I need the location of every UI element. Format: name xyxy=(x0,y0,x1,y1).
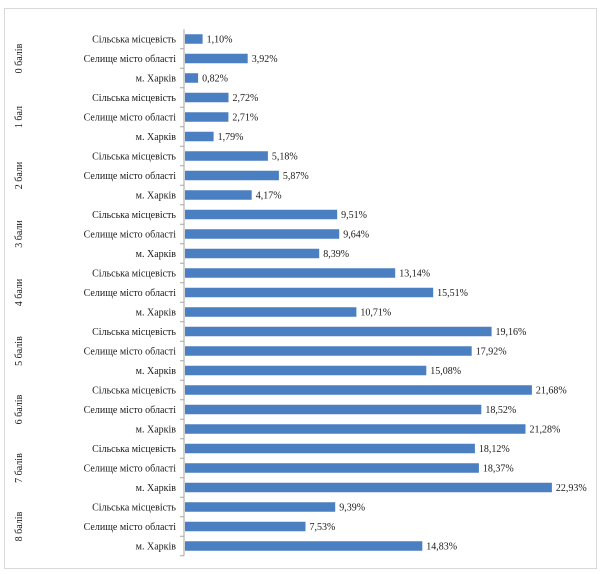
bar xyxy=(185,53,248,64)
bar xyxy=(185,287,434,298)
group-label: 4 бали xyxy=(14,278,25,306)
group-labels: 0 балів 1 бал 2 бали 3 бали 4 бали 5 балів 6 б… xyxy=(14,43,25,541)
category-label: Селище місто області xyxy=(84,113,177,124)
data-label: 13,14% xyxy=(399,269,430,280)
bar xyxy=(185,541,423,551)
data-label: 9,39% xyxy=(339,503,365,514)
bar xyxy=(185,73,199,83)
bar xyxy=(185,307,357,317)
group-label: 8 балів xyxy=(14,511,25,541)
category-label: м. Харків xyxy=(136,132,177,143)
data-label: 7,53% xyxy=(309,522,335,533)
bar xyxy=(185,385,532,395)
data-label: 15,08% xyxy=(430,366,461,377)
category-label: Сільська місцевість xyxy=(92,35,176,46)
bars xyxy=(185,34,552,551)
data-label: 10,71% xyxy=(360,308,391,319)
group-label: 3 бали xyxy=(14,220,25,248)
category-label: Селище місто області xyxy=(84,464,177,475)
data-label: 5,87% xyxy=(283,171,309,182)
bar xyxy=(185,268,396,278)
data-label: 5,18% xyxy=(272,152,298,163)
category-label: Сільська місцевість xyxy=(92,93,176,104)
value-labels: 1,10% 3,92% 0,82% 2,72% 2,71% 1,79% 5,18% 5,87%… xyxy=(202,35,587,553)
data-label: 22,93% xyxy=(556,483,587,494)
data-label: 21,28% xyxy=(529,425,560,436)
category-label: Селище місто області xyxy=(84,54,177,65)
data-label: 2,72% xyxy=(233,93,259,104)
category-label: Селище місто області xyxy=(84,347,177,358)
bar xyxy=(185,92,229,103)
bar xyxy=(185,151,268,161)
data-label: 9,51% xyxy=(341,210,367,221)
category-label: Сільська місцевість xyxy=(92,503,176,514)
category-label: Сільська місцевість xyxy=(92,444,176,455)
data-label: 0,82% xyxy=(202,74,228,85)
category-label: м. Харків xyxy=(136,308,177,319)
category-label: Селище місто області xyxy=(84,288,177,299)
group-label: 0 балів xyxy=(14,43,25,73)
data-label: 8,39% xyxy=(323,249,349,260)
category-label: м. Харків xyxy=(136,191,177,202)
bar xyxy=(185,365,427,376)
bar xyxy=(185,346,472,356)
data-label: 1,79% xyxy=(218,132,244,143)
bar xyxy=(185,170,279,181)
category-label: Селище місто області xyxy=(84,171,177,182)
category-labels: Сільська місцевість Селище місто області м… xyxy=(84,35,177,553)
data-label: 17,92% xyxy=(476,347,507,358)
category-label: Сільська місцевість xyxy=(92,386,176,397)
data-label: 4,17% xyxy=(256,191,282,202)
data-label: 1,10% xyxy=(207,35,233,46)
bar xyxy=(185,34,203,44)
bar xyxy=(185,424,526,434)
data-label: 21,68% xyxy=(536,386,567,397)
category-label: м. Харків xyxy=(136,74,177,85)
bar xyxy=(185,326,492,337)
category-label: м. Харків xyxy=(136,366,177,377)
data-label: 9,64% xyxy=(343,230,369,241)
category-label: Сільська місцевість xyxy=(92,210,176,221)
data-label: 19,16% xyxy=(496,327,527,338)
group-separators xyxy=(180,48,184,557)
category-label: Селище місто області xyxy=(84,522,177,533)
category-label: м. Харків xyxy=(136,483,177,494)
category-label: Сільська місцевість xyxy=(92,269,176,280)
bar xyxy=(185,443,475,454)
data-label: 3,92% xyxy=(252,54,278,65)
category-label: Сільська місцевість xyxy=(92,327,176,338)
category-label: м. Харків xyxy=(136,249,177,260)
data-label: 18,37% xyxy=(483,464,514,475)
category-label: м. Харків xyxy=(136,542,177,553)
data-label: 15,51% xyxy=(437,288,468,299)
bar xyxy=(185,463,479,473)
group-label: 5 балів xyxy=(14,336,25,366)
bar xyxy=(185,112,229,122)
category-label: Селище місто області xyxy=(84,230,177,241)
group-label: 6 балів xyxy=(14,394,25,424)
group-label: 2 бали xyxy=(14,161,25,189)
data-label: 18,12% xyxy=(479,444,510,455)
category-label: Селище місто області xyxy=(84,405,177,416)
bar xyxy=(185,502,336,512)
bar xyxy=(185,521,306,532)
category-label: Сільська місцевість xyxy=(92,152,176,163)
category-label: м. Харків xyxy=(136,425,177,436)
bar xyxy=(185,131,214,142)
bar xyxy=(185,190,252,200)
data-label: 2,71% xyxy=(232,113,258,124)
bar xyxy=(185,248,320,259)
data-label: 14,83% xyxy=(426,542,457,553)
bar xyxy=(185,404,482,415)
bar xyxy=(185,209,338,220)
data-label: 18,52% xyxy=(485,405,516,416)
bar xyxy=(185,482,552,493)
group-label: 1 бал xyxy=(14,106,25,128)
group-label: 7 балів xyxy=(14,453,25,483)
bar xyxy=(185,229,340,239)
